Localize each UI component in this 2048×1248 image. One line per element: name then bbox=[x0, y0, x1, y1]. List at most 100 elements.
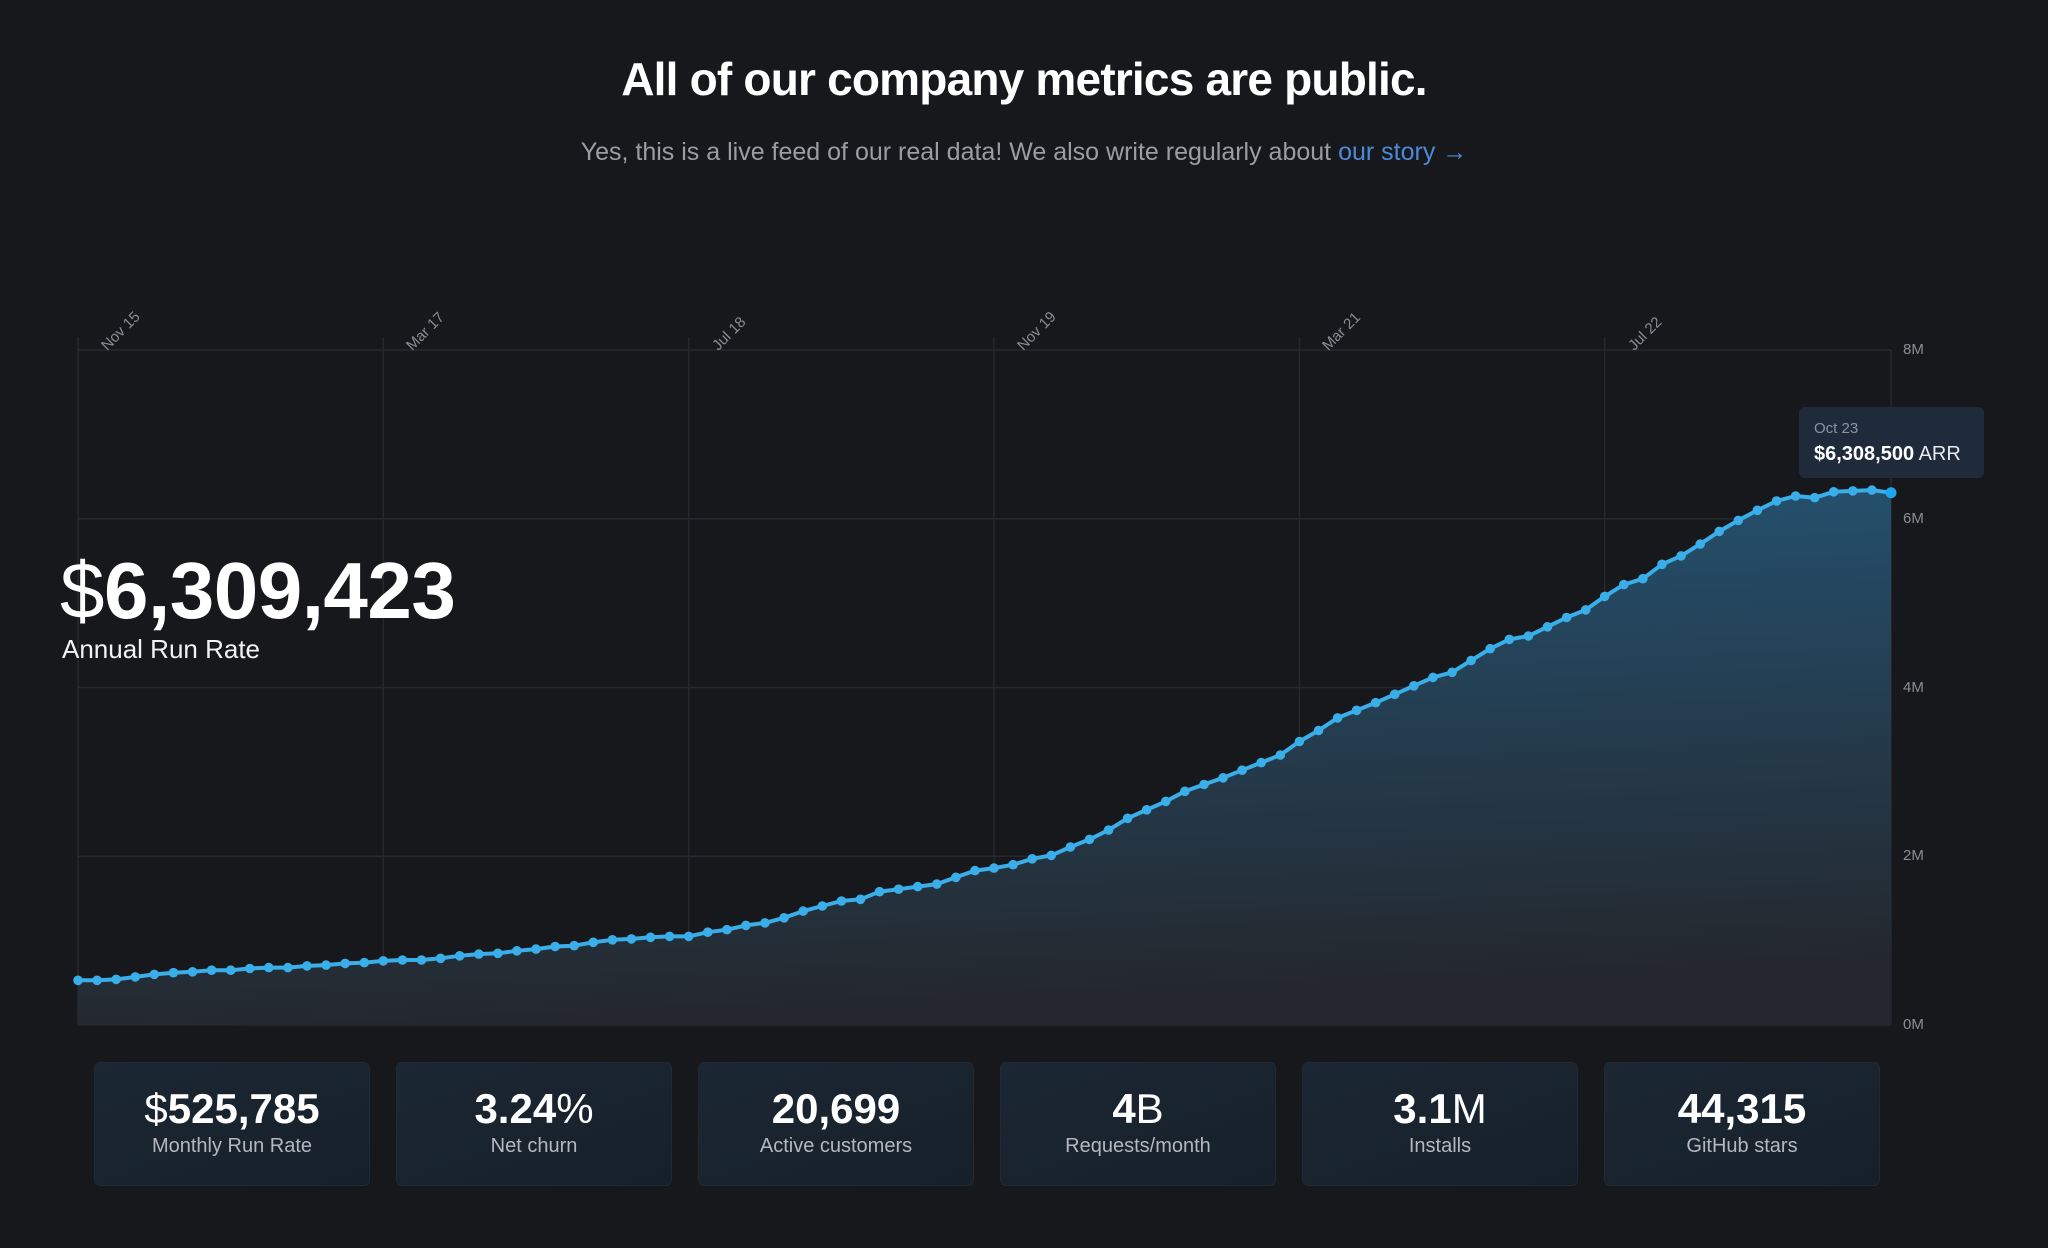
data-point bbox=[149, 969, 160, 980]
data-point bbox=[302, 961, 312, 971]
data-point bbox=[1733, 515, 1744, 526]
arr-value: $6,309,423 bbox=[60, 548, 456, 634]
data-point bbox=[550, 941, 560, 952]
data-point bbox=[1542, 622, 1553, 632]
data-point bbox=[1714, 526, 1724, 537]
card-value: 3.1M bbox=[1303, 1085, 1577, 1133]
data-point bbox=[1485, 643, 1495, 654]
data-point bbox=[245, 963, 255, 974]
data-point bbox=[1275, 750, 1286, 760]
data-point bbox=[1695, 539, 1705, 549]
tooltip-amount: $6,308,500 bbox=[1814, 443, 1915, 465]
card-suffix: B bbox=[1135, 1085, 1164, 1132]
y-tick-label: 0M bbox=[1903, 1016, 1924, 1033]
data-point bbox=[1008, 859, 1018, 870]
data-point bbox=[264, 962, 274, 973]
card-number: 3.1 bbox=[1393, 1085, 1452, 1132]
metric-cards: $525,785 Monthly Run Rate 3.24% Net chur… bbox=[94, 1062, 1880, 1186]
data-point bbox=[1218, 773, 1228, 783]
data-point bbox=[73, 975, 83, 986]
data-point bbox=[1771, 496, 1782, 506]
data-point bbox=[970, 865, 980, 876]
data-point bbox=[493, 948, 503, 959]
data-point bbox=[626, 934, 637, 944]
data-point bbox=[1161, 796, 1171, 807]
data-point bbox=[798, 906, 808, 916]
tooltip-value: $6,308,500 ARR bbox=[1814, 441, 1969, 467]
data-point bbox=[1390, 689, 1400, 700]
data-point bbox=[187, 967, 198, 977]
data-point bbox=[607, 935, 618, 945]
card-requests-month: 4B Requests/month bbox=[1000, 1062, 1276, 1186]
card-prefix: $ bbox=[144, 1085, 168, 1132]
data-point bbox=[168, 967, 179, 978]
card-number: 20,699 bbox=[771, 1085, 901, 1132]
arr-label: Annual Run Rate bbox=[62, 634, 261, 664]
data-point bbox=[1657, 559, 1667, 570]
data-point bbox=[1180, 786, 1190, 797]
data-point bbox=[683, 931, 694, 942]
data-point bbox=[760, 918, 770, 928]
data-point bbox=[1848, 486, 1858, 496]
data-point bbox=[645, 932, 656, 943]
data-point bbox=[1867, 485, 1877, 495]
data-point bbox=[1237, 765, 1247, 775]
card-net-churn: 3.24% Net churn bbox=[396, 1062, 672, 1186]
data-point bbox=[989, 863, 999, 873]
data-point bbox=[1561, 612, 1572, 623]
data-point bbox=[378, 956, 389, 966]
active-data-point bbox=[1885, 487, 1897, 499]
data-point bbox=[1638, 573, 1648, 584]
card-number: 44,315 bbox=[1677, 1085, 1807, 1132]
data-point bbox=[340, 958, 351, 969]
data-point bbox=[588, 937, 599, 948]
card-label: Monthly Run Rate bbox=[151, 1135, 313, 1157]
data-point bbox=[1580, 605, 1591, 615]
annual-run-rate: $6,309,423 Annual Run Rate bbox=[60, 548, 456, 665]
data-point bbox=[817, 901, 828, 911]
card-label: Requests/month bbox=[1065, 1135, 1211, 1157]
data-point bbox=[1504, 634, 1515, 645]
data-point bbox=[855, 894, 866, 905]
data-point bbox=[359, 957, 370, 968]
card-number: 3.24 bbox=[474, 1085, 557, 1132]
data-point bbox=[1370, 697, 1381, 708]
card-installs: 3.1M Installs bbox=[1302, 1062, 1578, 1186]
data-point bbox=[416, 955, 427, 965]
data-point bbox=[1599, 591, 1610, 602]
data-point bbox=[1122, 813, 1133, 824]
data-point bbox=[722, 924, 732, 935]
data-point bbox=[1294, 736, 1305, 747]
y-tick-label: 8M bbox=[1903, 341, 1924, 358]
card-suffix: % bbox=[556, 1085, 594, 1132]
data-point bbox=[225, 965, 236, 975]
data-point bbox=[111, 974, 121, 985]
data-point bbox=[932, 879, 942, 889]
our-story-link[interactable]: our story → bbox=[1338, 138, 1468, 166]
data-point bbox=[703, 927, 713, 937]
area-fill bbox=[78, 490, 1891, 1026]
card-label: Installs bbox=[1408, 1135, 1472, 1157]
y-tick-label: 4M bbox=[1903, 678, 1924, 696]
data-point bbox=[1809, 492, 1820, 503]
data-point bbox=[1313, 725, 1324, 736]
data-point bbox=[1523, 631, 1534, 641]
data-point bbox=[836, 896, 847, 906]
card-value: 20,699 bbox=[699, 1085, 973, 1133]
data-point bbox=[1332, 713, 1343, 723]
data-point bbox=[92, 975, 102, 986]
data-point bbox=[1676, 551, 1686, 561]
card-suffix: M bbox=[1451, 1085, 1487, 1132]
data-point bbox=[512, 946, 522, 956]
page-subtitle: Yes, this is a live feed of our real dat… bbox=[0, 138, 2048, 167]
data-point bbox=[283, 962, 293, 973]
card-value: 44,315 bbox=[1605, 1085, 1879, 1133]
card-monthly-run-rate: $525,785 Monthly Run Rate bbox=[94, 1062, 370, 1186]
data-point bbox=[1790, 491, 1801, 501]
data-point bbox=[435, 953, 446, 964]
data-point bbox=[1447, 667, 1457, 678]
data-point bbox=[1141, 805, 1152, 815]
subtitle-text: Yes, this is a live feed of our real dat… bbox=[580, 138, 1339, 166]
